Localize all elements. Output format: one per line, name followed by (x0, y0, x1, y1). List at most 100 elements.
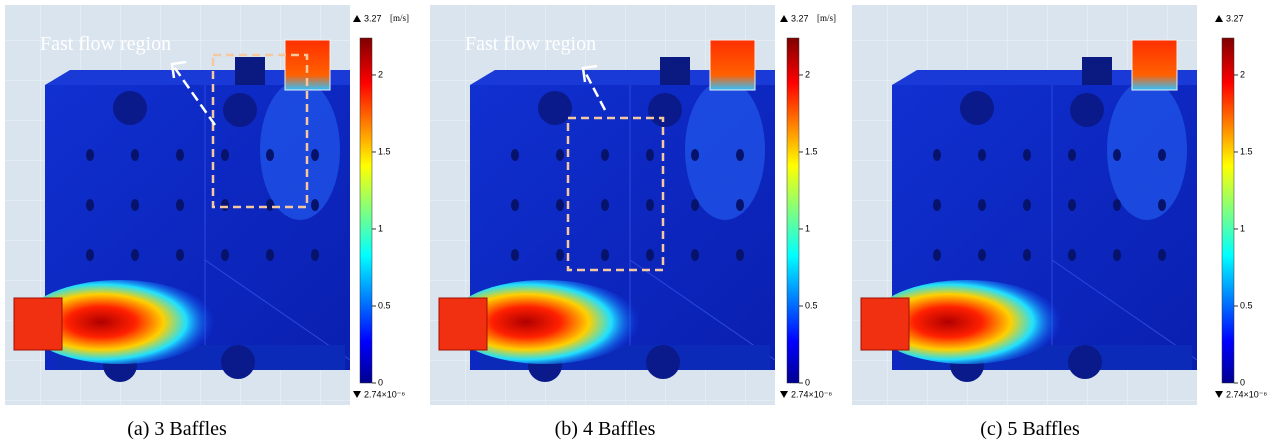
hole (311, 199, 319, 211)
colorbar-tick-label: 1 (1240, 223, 1245, 233)
max-marker (353, 15, 361, 22)
colorbar-min: 2.74×10⁻⁶ (791, 389, 833, 399)
hole (978, 249, 986, 261)
hole (691, 149, 699, 161)
hole (1068, 149, 1076, 161)
colorbar-max: 3.27 (364, 13, 382, 23)
hole (978, 149, 986, 161)
hole (131, 249, 139, 261)
caption: (a) 3 Baffles (127, 418, 227, 440)
max-marker (780, 15, 788, 22)
colorbar-tick-label: 2 (378, 69, 383, 79)
hole (86, 199, 94, 211)
colorbar-unit: [m/s] (817, 13, 836, 23)
max-marker (1215, 15, 1223, 22)
pipe (235, 57, 265, 85)
hole (221, 249, 229, 261)
colorbar-tick-label: 1.5 (1240, 146, 1253, 156)
hole (933, 249, 941, 261)
hole (646, 149, 654, 161)
annotation: Fast flow region (465, 33, 596, 55)
hole (601, 249, 609, 261)
hole (311, 149, 319, 161)
foot (1068, 345, 1102, 379)
colorbar-tick-label: 1.5 (805, 146, 818, 156)
colorbar-max: 3.27 (1226, 13, 1244, 23)
hole (1113, 249, 1121, 261)
colorbar (1222, 38, 1234, 383)
hole (933, 149, 941, 161)
hole (646, 249, 654, 261)
foot (646, 345, 680, 379)
hole (1158, 199, 1166, 211)
hole (176, 199, 184, 211)
colorbar-tick-label: 1.5 (378, 146, 391, 156)
hole (176, 249, 184, 261)
colorbar-max: 3.27 (791, 13, 809, 23)
hole (933, 199, 941, 211)
foot (221, 345, 255, 379)
hole (1113, 149, 1121, 161)
panel: Fast flow region 0 0.5 1 1.5 2 3.27 [m/s] 2.74×1… (430, 5, 836, 440)
inlet (14, 298, 62, 350)
hole (1023, 199, 1031, 211)
hole (648, 93, 682, 127)
colorbar-tick-label: 0 (378, 377, 383, 387)
hole (1023, 149, 1031, 161)
hole (131, 199, 139, 211)
hole (691, 199, 699, 211)
pipe (1082, 57, 1112, 85)
hole (646, 199, 654, 211)
hole (266, 199, 274, 211)
hole (601, 149, 609, 161)
hole (1113, 199, 1121, 211)
min-marker (1215, 391, 1223, 398)
colorbar-tick-label: 2 (805, 69, 810, 79)
colorbar (360, 38, 372, 383)
hole (511, 149, 519, 161)
hole (176, 149, 184, 161)
pipe (660, 57, 690, 85)
hole (1158, 249, 1166, 261)
colorbar (787, 38, 799, 383)
hole (736, 199, 744, 211)
colorbar-tick-label: 0.5 (1240, 300, 1253, 310)
min-marker (780, 391, 788, 398)
outlet (710, 40, 755, 90)
hole (601, 199, 609, 211)
hole (960, 91, 994, 125)
colorbar-min: 2.74×10⁻⁶ (1226, 389, 1268, 399)
hole (978, 199, 986, 211)
hole (511, 199, 519, 211)
hole (556, 249, 564, 261)
hole (556, 199, 564, 211)
colorbar-tick-label: 2 (1240, 69, 1245, 79)
min-marker (353, 391, 361, 398)
hole (511, 249, 519, 261)
colorbar-tick-label: 0.5 (805, 300, 818, 310)
hole (223, 93, 257, 127)
hole (266, 249, 274, 261)
hole (311, 249, 319, 261)
inlet (439, 298, 487, 350)
hole (736, 249, 744, 261)
outlet (1132, 40, 1177, 90)
hole (113, 91, 147, 125)
colorbar-tick-label: 1 (805, 223, 810, 233)
hole (86, 149, 94, 161)
hole (1068, 249, 1076, 261)
hole (1023, 249, 1031, 261)
figure: Fast flow region 0 0.5 1 1.5 2 3.27 [m/s] 2.74×1… (0, 0, 1276, 443)
panel: 00.511.523.272.74×10⁻⁶(c) 5 Baffles (852, 5, 1268, 440)
hole (1158, 149, 1166, 161)
colorbar-tick-label: 0 (805, 377, 810, 387)
hole (221, 199, 229, 211)
annotation: Fast flow region (40, 33, 171, 55)
colorbar-min: 2.74×10⁻⁶ (364, 389, 406, 399)
caption: (b) 4 Baffles (555, 418, 656, 440)
hole (556, 149, 564, 161)
colorbar-tick-label: 1 (378, 223, 383, 233)
hole (1070, 93, 1104, 127)
colorbar-tick-label: 0 (1240, 377, 1245, 387)
hole (736, 149, 744, 161)
